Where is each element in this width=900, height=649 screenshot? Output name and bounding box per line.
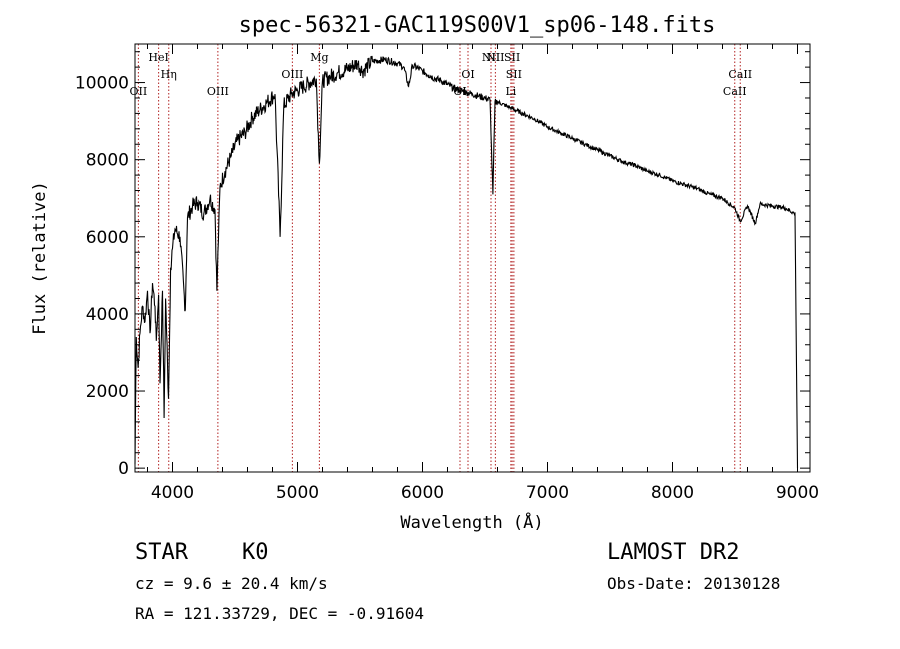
reference-line-label: SII: [506, 68, 522, 81]
reference-line-label: OI: [461, 68, 474, 81]
y-axis-label: Flux (relative): [30, 181, 50, 335]
reference-line-label: CaII: [723, 85, 747, 98]
x-axis-label: Wavelength (Å): [400, 511, 543, 533]
spectrum-line: [134, 55, 799, 469]
reference-line-label: Mg: [310, 51, 328, 64]
chart-title: spec-56321-GAC119S00V1_sp06-148.fits: [239, 13, 716, 38]
x-tick-label: 6000: [401, 483, 444, 503]
y-tick-label: 2000: [86, 382, 129, 402]
reference-line-label: OIII: [281, 68, 303, 81]
reference-line-label: OII: [130, 85, 148, 98]
reference-line-label: NII: [486, 51, 504, 64]
object-class: STAR: [135, 540, 188, 565]
y-axis-ticks: 0 2000 4000 6000 8000 10000: [75, 51, 810, 479]
coordinates-readout: RA = 121.33729, DEC = -0.91604: [135, 604, 424, 623]
reference-line-label: Li: [505, 85, 516, 98]
plot-frame: [134, 43, 811, 473]
y-tick-label: 10000: [75, 74, 129, 94]
reference-lines: [137, 44, 741, 472]
object-subclass: K0: [242, 540, 269, 565]
x-tick-label: 8000: [651, 483, 694, 503]
x-axis-ticks: 4000 5000 6000 7000 8000 9000: [147, 44, 819, 503]
y-tick-label: 4000: [86, 305, 129, 325]
x-tick-label: 5000: [276, 483, 319, 503]
reference-line-label: HeI: [148, 51, 168, 64]
y-tick-label: 8000: [86, 151, 129, 171]
survey-name: LAMOST DR2: [607, 540, 740, 565]
reference-line-label: Hη: [161, 68, 177, 81]
reference-line-label: CaII: [728, 68, 752, 81]
reference-line-label: OIII: [207, 85, 229, 98]
x-tick-label: 9000: [776, 483, 819, 503]
reference-line-labels: OIIHeIHηOIIIOIIIMgOIOINIINIILiSIISIICaII…: [130, 51, 753, 98]
observation-date: Obs-Date: 20130128: [607, 574, 781, 593]
reference-line-label: NII: [482, 51, 500, 64]
y-tick-label: 0: [118, 459, 129, 479]
y-tick-label: 6000: [86, 228, 129, 248]
x-tick-label: 4000: [151, 483, 194, 503]
reference-line-label: SII: [504, 51, 520, 64]
redshift-readout: cz = 9.6 ± 20.4 km/s: [135, 574, 328, 593]
x-tick-label: 7000: [526, 483, 569, 503]
